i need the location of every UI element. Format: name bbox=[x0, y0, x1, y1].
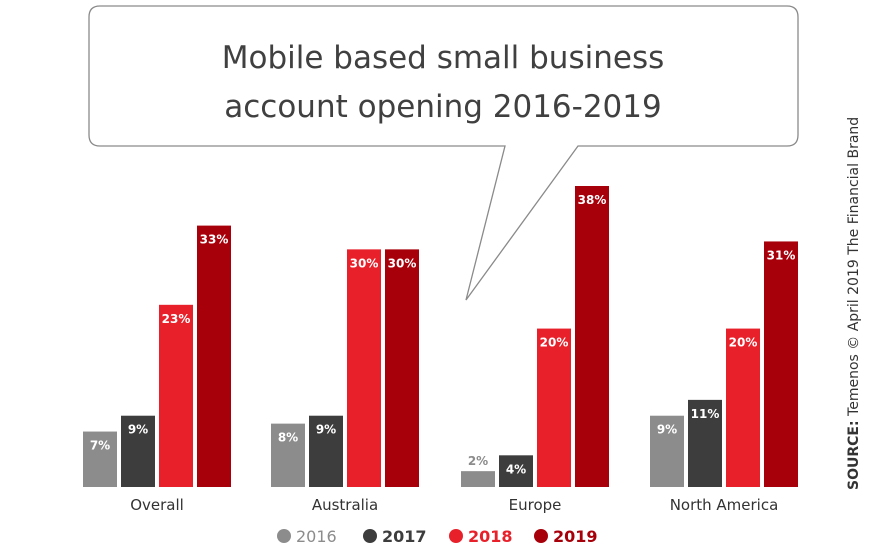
category-label-3: North America bbox=[670, 496, 779, 514]
legend-marker-2016 bbox=[277, 529, 291, 543]
bar-2018-1 bbox=[347, 249, 381, 487]
bar-value-label-2016-0: 7% bbox=[90, 439, 110, 453]
bar-value-label-2017-3: 11% bbox=[691, 407, 720, 421]
bar-2018-3 bbox=[726, 328, 760, 487]
bar-2016-2 bbox=[461, 471, 495, 487]
bar-value-label-2016-3: 9% bbox=[657, 423, 677, 437]
bar-2019-1 bbox=[385, 249, 419, 487]
source-label: SOURCE: bbox=[846, 420, 862, 490]
legend-label-2016: 2016 bbox=[296, 527, 337, 546]
bar-2017-0 bbox=[121, 415, 155, 487]
bar-2017-1 bbox=[309, 415, 343, 487]
bar-value-label-2018-1: 30% bbox=[350, 256, 379, 270]
bar-2017-3 bbox=[688, 399, 722, 487]
bar-2016-1 bbox=[271, 423, 305, 487]
legend-label-2017: 2017 bbox=[382, 527, 427, 546]
bar-value-label-2018-3: 20% bbox=[729, 336, 758, 350]
legend-marker-2018 bbox=[449, 529, 463, 543]
bar-value-label-2018-0: 23% bbox=[162, 312, 191, 326]
bar-2016-3 bbox=[650, 415, 684, 487]
legend-label-2019: 2019 bbox=[553, 527, 598, 546]
bar-value-label-2019-2: 38% bbox=[578, 193, 607, 207]
source-note: SOURCE: Temenos © April 2019 The Financi… bbox=[846, 117, 862, 490]
category-label-1: Australia bbox=[312, 496, 378, 514]
bar-value-label-2019-0: 33% bbox=[200, 233, 229, 247]
legend: 2016 2017 2018 2019 bbox=[277, 527, 598, 546]
category-label-2: Europe bbox=[509, 496, 562, 514]
bar-2016-0 bbox=[83, 431, 117, 487]
bar-value-label-2019-3: 31% bbox=[767, 248, 796, 262]
bar-2019-3 bbox=[764, 241, 798, 487]
bar-2018-0 bbox=[159, 304, 193, 487]
bar-value-label-2017-0: 9% bbox=[128, 423, 148, 437]
bar-value-label-2017-2: 4% bbox=[506, 462, 526, 476]
bar-value-label-2016-2: 2% bbox=[468, 454, 488, 468]
bar-value-label-2017-1: 9% bbox=[316, 423, 336, 437]
bar-2019-0 bbox=[197, 225, 231, 487]
legend-marker-2019 bbox=[534, 529, 548, 543]
chart-title-line-1: Mobile based small business bbox=[222, 40, 665, 76]
bar-2017-2 bbox=[499, 455, 533, 487]
bar-2019-2 bbox=[575, 186, 609, 487]
bar-value-label-2018-2: 20% bbox=[540, 336, 569, 350]
chart-title-line-2: account opening 2016-2019 bbox=[224, 89, 661, 125]
bar-2018-2 bbox=[537, 328, 571, 487]
category-label-0: Overall bbox=[130, 496, 184, 514]
title-speech-bubble bbox=[88, 5, 799, 301]
bar-value-label-2016-1: 8% bbox=[278, 431, 298, 445]
legend-label-2018: 2018 bbox=[468, 527, 513, 546]
bar-value-label-2019-1: 30% bbox=[388, 256, 417, 270]
legend-marker-2017 bbox=[363, 529, 377, 543]
source-text: Temenos © April 2019 The Financial Brand bbox=[846, 117, 862, 421]
category-labels: Overall Australia Europe North America bbox=[130, 496, 778, 514]
bar-group: 7% 9% 23% 33% 8% 9% 30% 30% 2% 4% 20% 38% 9% 11% 20% 31… bbox=[83, 186, 798, 487]
